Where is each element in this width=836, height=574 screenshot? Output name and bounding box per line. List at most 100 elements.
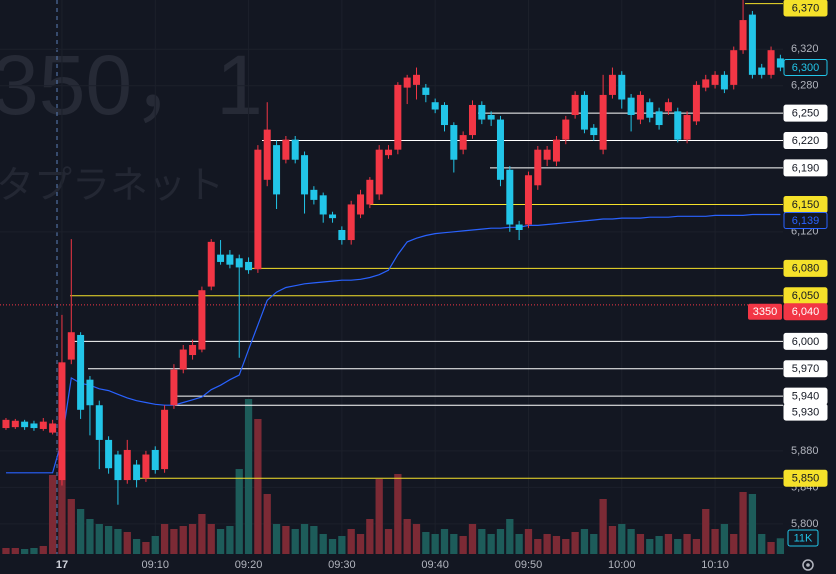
volume-bar: [478, 529, 486, 554]
volume-bar: [590, 534, 598, 554]
volume-bar: [188, 524, 197, 554]
volume-bar: [450, 534, 458, 554]
price-label-text: 6,040: [792, 306, 820, 318]
volume-bar: [58, 470, 66, 554]
volume-bar: [207, 524, 215, 554]
volume-bar: [562, 539, 570, 554]
volume-bar: [702, 509, 710, 554]
price-label-text: 6,250: [792, 108, 820, 120]
price-label-text: 6,150: [792, 199, 820, 211]
candle-body: [273, 145, 281, 195]
volume-bar: [664, 534, 673, 554]
y-tick-label: 5,880: [791, 445, 819, 457]
candle-body: [301, 155, 309, 195]
candle-body: [114, 454, 122, 481]
candle-body: [385, 149, 393, 156]
x-tick-label: 17: [56, 559, 68, 571]
price-label-box: [783, 59, 828, 77]
candle-body: [347, 204, 355, 241]
candle-body: [39, 421, 47, 429]
candle-body: [627, 97, 635, 115]
volume-label: 11K: [794, 532, 813, 544]
volume-bar: [412, 524, 421, 554]
volume-bar: [272, 524, 281, 554]
y-tick-label: 5,800: [791, 518, 819, 530]
volume-bar: [422, 532, 430, 554]
candle-body: [674, 111, 682, 140]
volume-bar: [468, 524, 477, 554]
candle-body: [357, 194, 365, 215]
candle-body: [67, 332, 75, 360]
candle-body: [720, 74, 728, 90]
volume-bar: [394, 474, 402, 554]
volume-bar: [440, 529, 449, 554]
price-label: 5,930: [783, 403, 828, 421]
volume-bar: [524, 529, 533, 554]
candle-body: [235, 258, 243, 268]
volume-bar: [655, 536, 663, 554]
price-label-box: [783, 0, 828, 17]
volume-bar: [608, 526, 617, 554]
price-label-box: [783, 259, 828, 277]
candle-body: [207, 241, 215, 287]
candle-body: [394, 84, 402, 150]
candle-body: [245, 261, 253, 271]
candle-body: [664, 102, 672, 112]
price-label-text: 6,370: [792, 2, 820, 14]
candle-body: [562, 119, 570, 140]
x-tick-label: 10:10: [701, 559, 729, 571]
volume-bar: [375, 479, 383, 554]
candle-body: [95, 405, 103, 440]
symbol-tag-box: [748, 303, 782, 320]
volume-bar: [2, 548, 10, 554]
gear-center[interactable]: [806, 563, 810, 567]
price-label: 6,080: [783, 259, 828, 277]
candle-body: [151, 449, 159, 471]
candle-body: [291, 139, 299, 160]
candle-body: [552, 139, 560, 162]
candle-body: [515, 224, 523, 230]
volume-bar: [618, 524, 626, 554]
volume-label-box: [787, 529, 819, 547]
volume-bar: [86, 519, 94, 554]
candle-body: [123, 449, 131, 481]
volume-bar: [767, 542, 775, 554]
volume-bar: [431, 534, 439, 554]
candle-body: [375, 149, 383, 195]
volume-bar: [291, 529, 299, 554]
price-label: 6,050: [783, 287, 828, 305]
candle-body: [49, 423, 57, 433]
volume-bar: [338, 536, 346, 554]
volume-bar: [366, 519, 374, 554]
price-label: 5,970: [783, 360, 828, 378]
price-label-box: [783, 132, 828, 150]
price-label-box: [783, 469, 828, 487]
volume-bar: [151, 536, 159, 554]
price-label-box: [783, 104, 828, 122]
price-label-box: [783, 360, 828, 378]
price-label: 6,150: [783, 195, 828, 213]
price-label: 5,940: [783, 387, 828, 405]
candle-body: [77, 334, 85, 410]
candle-body: [534, 149, 542, 186]
candle-body: [524, 175, 532, 225]
candle-body: [254, 149, 262, 270]
candle-body: [310, 189, 318, 200]
candle-body: [468, 104, 476, 136]
volume-bar: [720, 524, 729, 554]
candle-body: [403, 77, 411, 88]
candle-body: [133, 464, 141, 481]
volume-bar: [515, 534, 523, 554]
volume-bar: [123, 532, 131, 554]
volume-bar: [244, 399, 253, 554]
price-label-text: 6,300: [792, 62, 820, 74]
volume-bar: [48, 475, 57, 554]
volume-bar: [160, 524, 169, 554]
candle-body: [217, 254, 225, 262]
candle-body: [226, 254, 234, 265]
candle-body: [422, 87, 430, 95]
gear[interactable]: [802, 559, 814, 571]
volume-bar: [627, 529, 635, 554]
settings-icon[interactable]: [802, 559, 814, 571]
volume-bar: [198, 514, 206, 554]
